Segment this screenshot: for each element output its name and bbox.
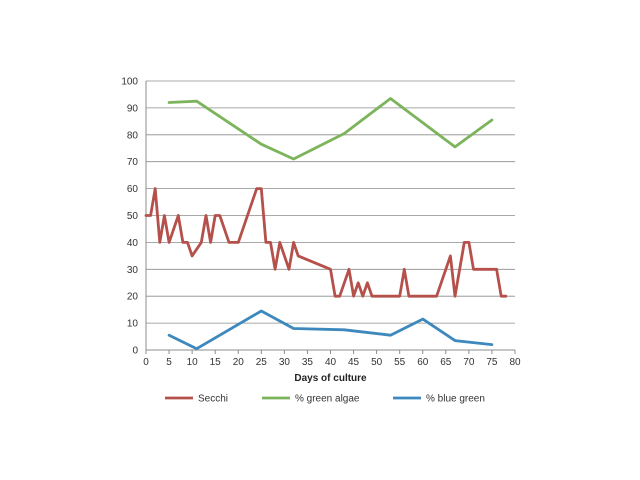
x-tick-label: 15 [210, 357, 222, 368]
x-tick-label: 50 [371, 357, 383, 368]
series-line-pct-blue-green [167, 309, 494, 351]
y-tick-label: 60 [127, 184, 139, 195]
x-tick-label: 25 [256, 357, 268, 368]
y-tick-label: 80 [127, 130, 139, 141]
y-tick-label: 20 [127, 292, 139, 303]
x-tick-label: 0 [143, 357, 149, 368]
x-tick-label: 70 [463, 357, 475, 368]
legend: Secchi % green algae % blue green [165, 394, 485, 405]
x-tick-label: 20 [233, 357, 245, 368]
x-tick-label: 45 [348, 357, 360, 368]
y-tick-label: 50 [127, 211, 139, 222]
y-tick-label: 100 [121, 77, 138, 88]
x-tick-label: 65 [440, 357, 452, 368]
series-line-pct-green-algae [167, 97, 494, 161]
legend-label-secchi: Secchi [198, 394, 228, 405]
x-tick-label: 10 [187, 357, 199, 368]
legend-label-pct-blue-green: % blue green [426, 394, 485, 405]
series-line-secchi [144, 187, 508, 298]
x-tick-label: 75 [486, 357, 498, 368]
x-tick-label: 30 [279, 357, 291, 368]
x-tick-label: 55 [394, 357, 406, 368]
gridlines [146, 80, 515, 324]
legend-label-pct-green-algae: % green algae [295, 394, 360, 405]
x-tick-label: 80 [509, 357, 521, 368]
x-tick-label: 40 [325, 357, 337, 368]
y-tick-label: 90 [127, 103, 139, 114]
x-tick-label: 60 [417, 357, 429, 368]
axes: 0 10 20 30 40 50 60 70 80 90 100 0 5 10 15 20 25 30 35 40 45… [121, 77, 521, 369]
y-tick-label: 10 [127, 319, 139, 330]
y-tick-label: 30 [127, 265, 139, 276]
y-tick-label: 70 [127, 157, 139, 168]
y-tick-label: 0 [132, 346, 138, 357]
y-tick-label: 40 [127, 238, 139, 249]
x-tick-label: 5 [166, 357, 172, 368]
x-axis-title: Days of culture [294, 373, 367, 384]
series-lines [144, 97, 508, 351]
x-tick-label: 35 [302, 357, 314, 368]
